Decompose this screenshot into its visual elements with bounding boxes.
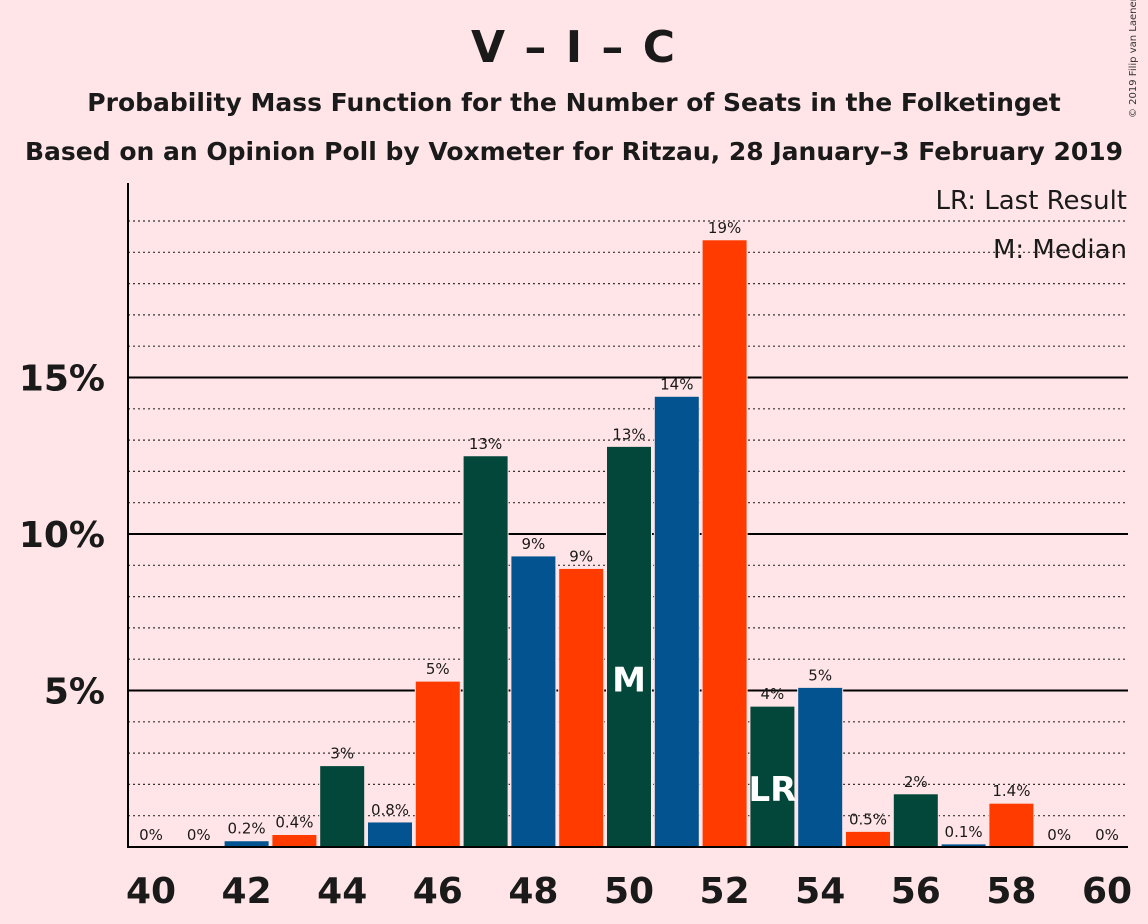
x-tick-label: 40: [126, 871, 176, 912]
bar-value-label: 9%: [522, 535, 546, 553]
bar-value-label: 0.8%: [371, 801, 409, 819]
bar: [510, 555, 557, 848]
bar: [797, 686, 844, 848]
bar: [701, 239, 748, 848]
bar: [606, 445, 652, 848]
bar-value-label: 0%: [187, 826, 211, 844]
bar-value-label: 0.4%: [275, 813, 313, 831]
chart-subtitle-poll-source: Based on an Opinion Poll by Voxmeter for…: [24, 137, 1124, 166]
bar-value-label: 0%: [1095, 826, 1119, 844]
bar-value-label: 13%: [469, 435, 502, 453]
x-tick-label: 58: [986, 871, 1036, 912]
bar-value-label: 0.2%: [228, 820, 266, 838]
x-tick-label: 44: [317, 871, 367, 912]
bar: [892, 793, 939, 848]
y-tick-label: 10%: [19, 515, 105, 556]
x-tick-label: 52: [700, 871, 750, 912]
bar: [653, 395, 700, 848]
x-tick-label: 46: [413, 871, 463, 912]
legend-last-result: LR: Last Result: [935, 186, 1127, 216]
bar-value-label: 5%: [426, 660, 450, 678]
x-tick-label: 42: [222, 871, 272, 912]
bar: [319, 765, 366, 848]
x-tick-label: 54: [795, 871, 845, 912]
x-tick-label: 50: [604, 871, 654, 912]
median-marker: M: [612, 661, 646, 701]
bar: [845, 830, 891, 848]
bar-value-label: 0.1%: [945, 823, 983, 841]
bar-value-label: 19%: [708, 219, 741, 237]
bar-value-label: 0.5%: [849, 810, 887, 828]
chart-title: V – I – C: [471, 22, 677, 73]
bar: [367, 821, 413, 848]
bars: 0% 0% 0.2% 0.4% 3% 0.8% 5% 13% 9% 9% 13% M 14% 19% 4% L…: [139, 219, 1119, 848]
bar-value-label: 0%: [1047, 826, 1071, 844]
bar-value-label: 2%: [904, 773, 928, 791]
bar: [414, 680, 461, 848]
x-tick-label: 56: [891, 871, 941, 912]
x-tick-label: 60: [1082, 871, 1132, 912]
y-tick-label: 5%: [44, 672, 105, 713]
bar: [988, 802, 1035, 848]
chart-subtitle-poll-type: Probability Mass Function for the Number…: [87, 88, 1061, 117]
bar: [462, 455, 509, 848]
bar: [749, 705, 796, 848]
bar-value-label: 5%: [808, 666, 832, 684]
bar-value-label: 0%: [139, 826, 163, 844]
bar-value-label: 9%: [569, 547, 593, 565]
bar-value-label: 14%: [660, 375, 693, 393]
bar-value-label: 3%: [330, 745, 354, 763]
legend-median: M: Median: [993, 235, 1127, 265]
x-tick-label: 48: [508, 871, 558, 912]
bar-value-label: 1.4%: [992, 782, 1030, 800]
bar-value-label: 13%: [612, 425, 645, 443]
bar: [271, 833, 318, 848]
last-result-marker: LR: [748, 770, 796, 810]
y-tick-label: 15%: [19, 359, 105, 400]
axes: 5% 10% 15% 40 42 44 46 48 50 52 54 56 58 60: [19, 183, 1132, 912]
bar-value-label: 4%: [761, 685, 785, 703]
bar: [558, 567, 605, 848]
